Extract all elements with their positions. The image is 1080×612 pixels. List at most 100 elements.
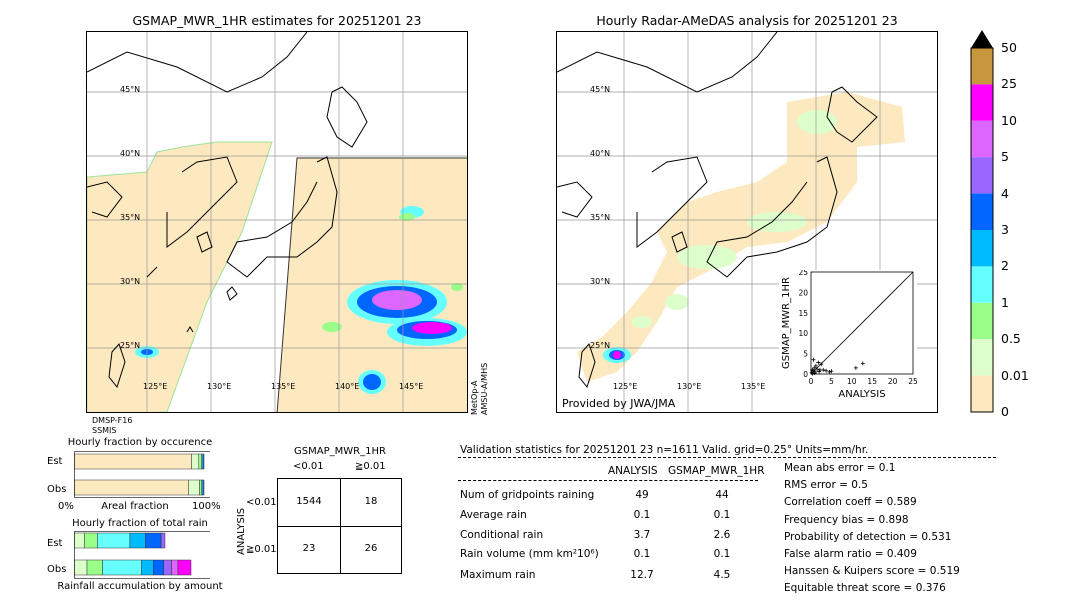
bar-segment [153,559,164,576]
bar-segment [74,559,88,576]
contingency-cell-01: 18 [364,496,378,507]
left-lat-label-45: 45°N [120,85,141,94]
scatter-xtick: 20 [888,377,898,386]
right-lat-label-30: 30°N [590,277,611,286]
scatter-xtick: 15 [867,377,877,386]
scatter-xlabel: ANALYSIS [838,389,885,400]
row-analysis-cond: 3.7 [633,529,651,541]
scatter-point [819,362,824,367]
score-rms: RMS error = 0.5 [784,479,868,491]
left-map: 45°N 40°N 35°N 30°N 25°N 125°E 130°E 135… [86,31,468,413]
rain-fraction-title: Hourly fraction of total rain [72,518,208,529]
row-gsmap-cond: 2.6 [713,529,731,541]
right-lat-label-40: 40°N [590,149,611,158]
bar-segment [202,453,205,470]
colorbar-segment [971,339,993,376]
left-lat-label-40: 40°N [120,149,141,158]
scatter-xtick: 5 [829,377,834,386]
right-lon-label-130: 130°E [677,382,702,391]
bar-frame [74,531,210,579]
contingency-cell-00: 1544 [296,496,322,507]
colorbar-tick-label: 4 [1001,185,1009,201]
rain-est-label: Est [47,538,63,549]
scatter-ytick: 0 [803,370,808,379]
bar-segment [199,479,202,496]
scatter-ytick: 15 [798,309,808,318]
scatter-ytick: 25 [798,270,808,277]
validation-header: Validation statistics for 20251201 23 n=… [460,444,869,456]
left-lon-label-135: 135°E [271,382,296,391]
bar-segment [177,559,192,576]
bar-segment [198,453,202,470]
bar-segment [191,453,200,470]
colorbar-tick-label: 25 [1001,76,1017,92]
right-lon-label-135: 135°E [741,382,766,391]
scatter-ytick: 20 [798,288,808,297]
scatter-diagonal [810,271,914,375]
bar-segment [163,559,172,576]
contingency-col-2: ≧0.01 [355,461,386,472]
credit-label: Provided by JWA/JMA [562,397,676,410]
scatter-point [812,365,817,370]
scatter-point [813,363,818,368]
right-map: 45°N 40°N 35°N 30°N 25°N 125°E 130°E 135… [556,31,938,413]
scatter-point [860,361,865,366]
left-lon-label-140: 140°E [335,382,360,391]
row-gsmap-vol: 0.1 [713,548,731,560]
contingency-row-1: <0.01 [246,497,277,508]
bar-segment [141,559,154,576]
scatter-point [853,365,858,370]
occurrence-bars [74,451,210,498]
scatter-point [812,371,817,376]
bar-frame [74,451,210,498]
scatter-point [824,368,829,373]
row-gsmap-avg: 0.1 [713,509,731,521]
bar-segment [202,479,205,496]
bar-segment [188,479,200,496]
occurrence-xlabel: Areal fraction [101,501,169,512]
colorbar-tick-label: 0.5 [1001,331,1021,347]
colorbar-tick-label: 1 [1001,294,1009,310]
scatter-point [810,367,815,372]
row-analysis-max: 12.7 [630,569,654,581]
right-sensors: MetOp-A AMSU-A/MHS [470,362,489,415]
colorbar-segment [971,48,993,85]
left-map-title: GSMAP_MWR_1HR estimates for 20251201 23 [132,13,422,28]
left-sensors: DMSP-F16 SSMIS [92,416,133,435]
colorbar-segment [971,375,993,412]
bar-segment [74,453,192,470]
row-analysis-avg: 0.1 [633,509,651,521]
right-lon-label-125: 125°E [613,382,638,391]
colorbar-tick-label: 10 [1001,112,1017,128]
row-analysis-vol: 0.1 [633,548,651,560]
left-lat-label-35: 35°N [120,213,141,222]
scatter-xtick: 10 [847,377,857,386]
score-bias: Frequency bias = 0.898 [784,514,909,526]
col-gsmap-header: GSMAP_MWR_1HR [668,465,765,477]
col-analysis-header: ANALYSIS [608,465,658,477]
colorbar-segment [971,193,993,230]
colorbar-segment [971,84,993,121]
scatter-point [811,368,816,373]
contingency-cell-11: 26 [364,543,378,554]
colorbar-segment [971,230,993,267]
contingency-grid: 1544 18 23 26 [277,478,402,574]
left-lat-label-30: 30°N [120,277,141,286]
rain-xlabel: Rainfall accumulation by amount [57,581,223,592]
colorbar-segment [971,266,993,303]
bar-segment [171,559,179,576]
score-far: False alarm ratio = 0.409 [784,548,917,560]
colorbar [970,30,994,413]
occurrence-est-label: Est [47,456,63,467]
bar-segment [74,532,85,549]
colorbar-tick-label: 0.01 [1001,367,1029,383]
colorbar-tick-label: 0 [1001,404,1009,419]
left-lat-label-25: 25°N [120,341,141,350]
scatter-point [815,367,820,372]
scatter-ytick: 10 [798,329,808,338]
score-ets: Equitable threat score = 0.376 [784,582,946,594]
right-lat-label-25: 25°N [590,341,611,350]
scatter-inset: 0 5 10 15 20 25 0 5 10 15 20 25 ANALYSIS GSMAP_MWR_1H… [779,268,918,412]
scatter-point [816,360,821,365]
colorbar-tick-label: 3 [1001,222,1009,237]
